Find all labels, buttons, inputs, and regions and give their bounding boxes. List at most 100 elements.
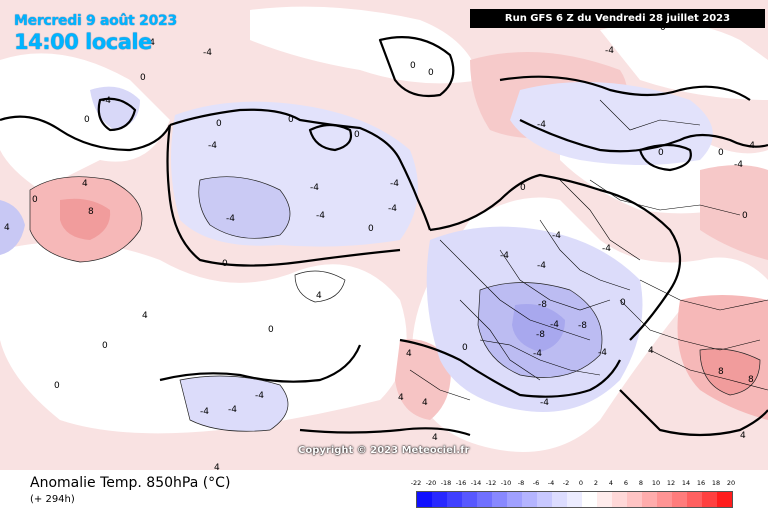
contour-label: 4 (648, 346, 654, 356)
contour-label: 4 (142, 311, 148, 321)
legend-swatch (492, 492, 507, 507)
legend-swatch (462, 492, 477, 507)
legend-label: 4 (608, 479, 614, 487)
contour-label: 0 (354, 130, 360, 140)
anomaly-contours (29, 176, 761, 432)
contour-label: 4 (214, 463, 220, 470)
legend-label: -4 (547, 479, 555, 487)
contour-label: 0 (84, 115, 90, 125)
copyright-notice: Copyright © 2023 Meteociel.fr (298, 445, 470, 456)
contour-label: 8 (748, 375, 754, 385)
contour-label: -4 (598, 348, 607, 358)
contour-label: 0 (268, 325, 274, 335)
forecast-local-time: 14:00 locale (14, 30, 152, 54)
legend-swatch (477, 492, 492, 507)
legend-label: -14 (470, 479, 482, 487)
contour-label: -4 (208, 141, 217, 151)
contour-label: -8 (538, 300, 547, 310)
legend-swatch (522, 492, 537, 507)
contour-label: -4 (255, 391, 264, 401)
legend-label: -22 (410, 479, 422, 487)
legend-swatch (672, 492, 687, 507)
contour-label: -8 (578, 321, 587, 331)
contour-label: 0 (462, 343, 468, 353)
contour-label: 0 (368, 224, 374, 234)
legend-label: -10 (500, 479, 512, 487)
legend-swatch (552, 492, 567, 507)
legend-label: -20 (425, 479, 437, 487)
map-canvas: -4 -4 -4 -4 -4 -4 -4 -4 -4 -4 -4 -4 -4 -… (0, 6, 768, 470)
contour-label: 0 (660, 23, 666, 33)
contour-label: 0 (520, 183, 526, 193)
contour-label: 4 (4, 223, 10, 233)
contour-label: -4 (316, 211, 325, 221)
legend-label: 6 (623, 479, 629, 487)
contour-label: 0 (102, 341, 108, 351)
contour-label: 0 (32, 195, 38, 205)
contour-label: 4 (432, 433, 438, 443)
legend-label: 8 (638, 479, 644, 487)
contour-label: 4 (398, 393, 404, 403)
parameter-title: Anomalie Temp. 850hPa (°C) (30, 475, 231, 491)
model-run-banner: Run GFS 6 Z du Vendredi 28 juillet 2023 (470, 9, 765, 28)
legend-swatch (597, 492, 612, 507)
legend-label: 18 (711, 479, 721, 487)
color-legend: -22 -20 -18 -16 -14 -12 -10 -8 -6 -4 -2 0 2 4 6 8 10 12 14… (410, 479, 750, 509)
legend-label: -8 (517, 479, 525, 487)
contour-label: 0 (410, 61, 416, 71)
legend-label: 12 (666, 479, 676, 487)
contour-label: -8 (536, 330, 545, 340)
contour-label: 0 (620, 298, 626, 308)
contour-label: -4 (537, 120, 546, 130)
legend-label: -16 (455, 479, 467, 487)
contour-label: 4 (82, 179, 88, 189)
contour-label: -4 (390, 179, 399, 189)
contour-label: -4 (605, 46, 614, 56)
contour-label: 0 (222, 259, 228, 269)
contour-label: -4 (203, 48, 212, 58)
anomaly-map: -4 -4 -4 -4 -4 -4 -4 -4 -4 -4 -4 -4 -4 -… (0, 0, 768, 470)
legend-swatch (537, 492, 552, 507)
legend-swatch (507, 492, 522, 507)
contour-label: -4 (228, 405, 237, 415)
legend-label: -2 (562, 479, 570, 487)
legend-label: -18 (440, 479, 452, 487)
legend-swatch (432, 492, 447, 507)
contour-label: 4 (740, 431, 746, 441)
contour-label: -4 (746, 141, 755, 151)
contour-labels: -4 -4 -4 -4 -4 -4 -4 -4 -4 -4 -4 -4 -4 -… (4, 23, 755, 470)
contour-label: 0 (718, 148, 724, 158)
contour-label: -4 (537, 261, 546, 271)
legend-label: -6 (532, 479, 540, 487)
legend-swatch (657, 492, 672, 507)
contour-label: 4 (406, 349, 412, 359)
contour-label: 0 (742, 211, 748, 221)
contour-label: -4 (602, 244, 611, 254)
contour-label: -4 (388, 204, 397, 214)
contour-label: -4 (550, 320, 559, 330)
contour-label: -4 (200, 407, 209, 417)
contour-label: 8 (718, 367, 724, 377)
legend-swatch (582, 492, 597, 507)
contour-label: -4 (500, 251, 509, 261)
legend-swatch (642, 492, 657, 507)
legend-swatch (612, 492, 627, 507)
legend-swatch (717, 492, 732, 507)
contour-label: 0 (428, 68, 434, 78)
contour-label: -4 (734, 160, 743, 170)
legend-swatch (567, 492, 582, 507)
forecast-date: Mercredi 9 août 2023 (14, 13, 177, 29)
contour-label: -4 (146, 38, 155, 48)
contour-label: 0 (140, 73, 146, 83)
legend-labels: -22 -20 -18 -16 -14 -12 -10 -8 -6 -4 -2 0 2 4 6 8 10 12 14… (410, 479, 750, 491)
contour-label: 4 (422, 398, 428, 408)
legend-label: 20 (726, 479, 736, 487)
contour-label: -4 (533, 349, 542, 359)
contour-label: 4 (316, 291, 322, 301)
lead-time: (+ 294h) (30, 494, 75, 505)
legend-swatch (417, 492, 432, 507)
contour-label: -4 (552, 231, 561, 241)
contour-label: -4 (310, 183, 319, 193)
legend-label: -12 (485, 479, 497, 487)
legend-swatch (627, 492, 642, 507)
